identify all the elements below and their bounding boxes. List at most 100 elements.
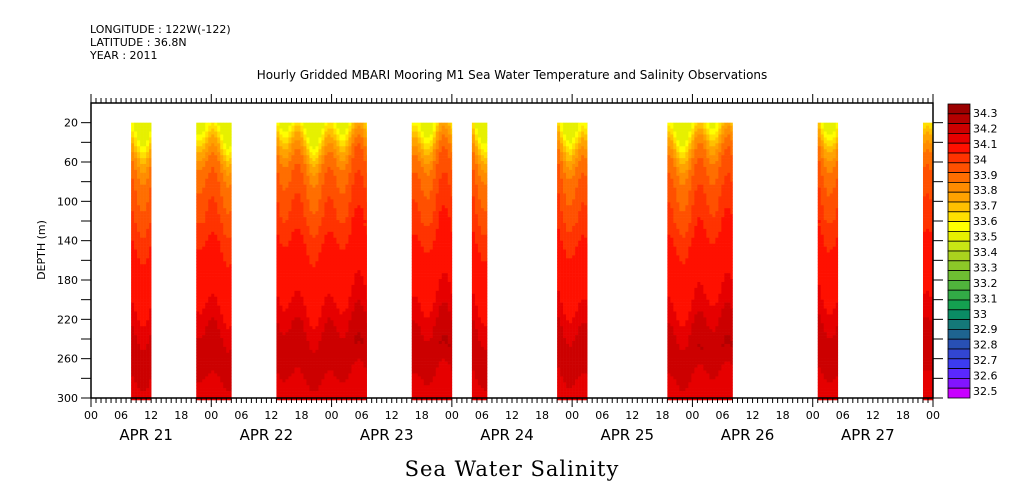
salinity-cell [285, 290, 289, 295]
salinity-cell [131, 255, 135, 259]
salinity-cell [297, 364, 301, 368]
salinity-cell [300, 314, 304, 318]
salinity-cell [220, 190, 224, 194]
salinity-cell [131, 178, 135, 182]
salinity-cell [345, 208, 349, 212]
salinity-cell [366, 332, 367, 336]
salinity-cell [330, 222, 334, 227]
salinity-cell [348, 370, 352, 374]
salinity-cell [276, 181, 280, 185]
salinity-cell [345, 193, 349, 197]
salinity-cell [306, 225, 310, 230]
salinity-cell [146, 358, 150, 362]
salinity-cell [282, 187, 286, 191]
salinity-cell [208, 134, 212, 138]
salinity-cell [312, 391, 316, 395]
salinity-cell [303, 249, 307, 253]
salinity-cell [131, 382, 135, 386]
salinity-cell [196, 364, 200, 368]
salinity-cell [146, 311, 150, 315]
salinity-cell [351, 128, 355, 132]
salinity-cell [414, 146, 419, 150]
salinity-cell [143, 155, 147, 159]
salinity-cell [327, 296, 331, 300]
salinity-cell [318, 199, 322, 203]
salinity-cell [149, 302, 152, 306]
salinity-cell [220, 249, 224, 253]
salinity-cell [306, 217, 310, 221]
salinity-cell [288, 340, 292, 345]
salinity-cell [202, 193, 206, 197]
salinity-cell [318, 158, 322, 162]
salinity-cell [131, 202, 135, 206]
salinity-cell [357, 158, 361, 162]
salinity-cell [366, 370, 367, 374]
salinity-cell [303, 172, 307, 177]
salinity-cell [131, 196, 135, 200]
salinity-cell [411, 184, 416, 188]
salinity-cell [357, 385, 361, 389]
salinity-cell [291, 208, 295, 212]
salinity-cell [414, 382, 419, 386]
salinity-cell [342, 234, 346, 239]
salinity-cell [327, 261, 331, 265]
salinity-cell [417, 193, 422, 197]
salinity-cell [211, 190, 215, 194]
salinity-cell [134, 122, 138, 126]
salinity-cell [217, 187, 221, 191]
salinity-cell [414, 379, 419, 383]
salinity-cell [140, 231, 144, 236]
salinity-cell [211, 320, 215, 324]
salinity-cell [217, 332, 221, 336]
salinity-cell [297, 222, 301, 227]
salinity-cell [417, 358, 422, 362]
salinity-cell [285, 355, 289, 359]
salinity-cell [366, 155, 367, 159]
salinity-cell [312, 299, 316, 303]
salinity-cell [300, 205, 304, 209]
salinity-cell [282, 314, 286, 318]
salinity-cell [137, 370, 141, 374]
salinity-cell [223, 346, 227, 351]
salinity-cell [363, 270, 367, 274]
salinity-cell [300, 125, 304, 129]
salinity-cell [288, 367, 292, 371]
salinity-cell [288, 317, 292, 321]
salinity-cell [279, 190, 283, 194]
salinity-cell [143, 305, 147, 309]
salinity-cell [137, 326, 141, 330]
salinity-cell [351, 220, 355, 224]
salinity-cell [202, 376, 206, 380]
salinity-cell [336, 287, 340, 292]
salinity-cell [196, 237, 200, 241]
salinity-cell [306, 158, 310, 162]
salinity-cell [324, 249, 328, 253]
salinity-cell [336, 202, 340, 206]
salinity-cell [223, 231, 227, 236]
salinity-cell [300, 338, 304, 342]
salinity-cell [208, 302, 212, 306]
salinity-cell [336, 320, 340, 324]
salinity-cell [211, 128, 215, 132]
salinity-cell [199, 255, 203, 259]
salinity-cell [336, 196, 340, 200]
salinity-cell [315, 346, 319, 351]
salinity-cell [226, 202, 230, 206]
salinity-cell [318, 166, 322, 171]
salinity-cell [300, 155, 304, 159]
salinity-cell [211, 326, 215, 330]
salinity-cell [339, 376, 343, 380]
salinity-cell [312, 385, 316, 389]
salinity-cell [309, 169, 313, 174]
salinity-cell [303, 128, 307, 132]
salinity-cell [202, 125, 206, 129]
salinity-cell [306, 181, 310, 185]
salinity-cell [220, 187, 224, 191]
salinity-cell [315, 166, 319, 171]
salinity-cell [140, 320, 144, 324]
salinity-cell [318, 382, 322, 386]
salinity-cell [321, 252, 325, 256]
salinity-cell [134, 243, 138, 247]
salinity-cell [345, 166, 349, 171]
salinity-cell [345, 299, 349, 303]
